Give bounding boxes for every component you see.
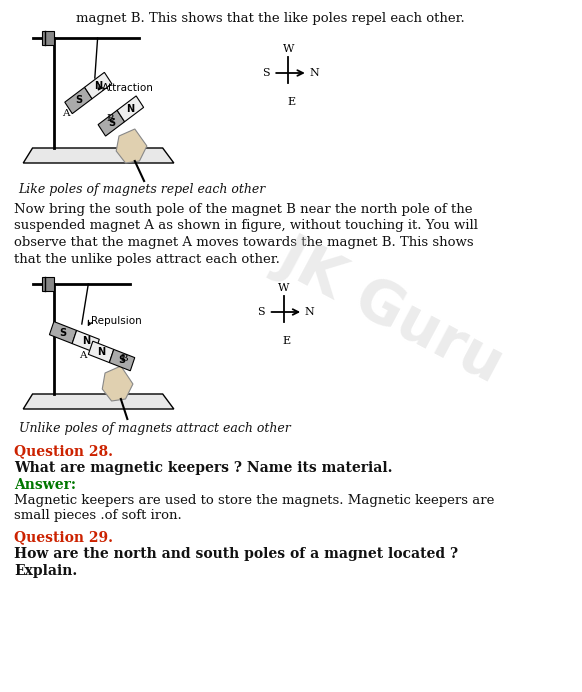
Text: Now bring the south pole of the magnet B near the north pole of the: Now bring the south pole of the magnet B… bbox=[14, 203, 473, 216]
Text: B: B bbox=[121, 354, 129, 363]
Text: Unlike poles of magnets attract each other: Unlike poles of magnets attract each oth… bbox=[19, 422, 290, 435]
Text: Question 29.: Question 29. bbox=[14, 530, 113, 544]
Text: observe that the magnet A moves towards the magnet B. This shows: observe that the magnet A moves towards … bbox=[14, 236, 474, 249]
Polygon shape bbox=[102, 366, 133, 401]
Text: W: W bbox=[278, 283, 289, 293]
Polygon shape bbox=[23, 148, 174, 163]
Text: suspended magnet A as shown in figure, without touching it. You will: suspended magnet A as shown in figure, w… bbox=[14, 219, 478, 233]
Bar bbox=[42, 277, 54, 291]
Text: S: S bbox=[257, 307, 265, 317]
Text: N: N bbox=[310, 68, 320, 78]
Text: W: W bbox=[282, 44, 294, 54]
Text: N: N bbox=[305, 307, 315, 317]
Text: S: S bbox=[262, 68, 270, 78]
Text: S: S bbox=[59, 327, 66, 338]
Text: S: S bbox=[75, 95, 82, 105]
Text: S: S bbox=[119, 355, 126, 365]
Text: N: N bbox=[94, 80, 102, 91]
Polygon shape bbox=[88, 341, 114, 363]
Polygon shape bbox=[98, 110, 125, 136]
Bar bbox=[42, 31, 54, 45]
Text: Repulsion: Repulsion bbox=[91, 316, 142, 326]
Text: Explain.: Explain. bbox=[14, 564, 77, 578]
Text: JK Guru: JK Guru bbox=[268, 227, 513, 393]
Text: B: B bbox=[107, 114, 115, 123]
Text: A: A bbox=[62, 109, 70, 118]
Text: Attraction: Attraction bbox=[102, 83, 154, 93]
Text: magnet B. This shows that the like poles repel each other.: magnet B. This shows that the like poles… bbox=[76, 12, 465, 25]
Polygon shape bbox=[84, 73, 112, 99]
Text: E: E bbox=[287, 97, 295, 107]
Text: E: E bbox=[282, 336, 290, 346]
Polygon shape bbox=[72, 330, 100, 352]
Text: Like poles of magnets repel each other: Like poles of magnets repel each other bbox=[19, 183, 266, 196]
Text: Question 28.: Question 28. bbox=[14, 444, 113, 458]
Polygon shape bbox=[23, 394, 174, 409]
Text: N: N bbox=[81, 336, 90, 347]
Polygon shape bbox=[65, 87, 92, 113]
Polygon shape bbox=[117, 96, 144, 122]
Text: N: N bbox=[97, 347, 105, 357]
Text: small pieces .of soft iron.: small pieces .of soft iron. bbox=[14, 509, 182, 522]
Text: What are magnetic keepers ? Name its material.: What are magnetic keepers ? Name its mat… bbox=[14, 461, 392, 475]
Text: Magnetic keepers are used to store the magnets. Magnetic keepers are: Magnetic keepers are used to store the m… bbox=[14, 494, 494, 507]
Polygon shape bbox=[109, 349, 135, 371]
Text: that the unlike poles attract each other.: that the unlike poles attract each other… bbox=[14, 253, 280, 266]
Polygon shape bbox=[49, 322, 77, 343]
Polygon shape bbox=[116, 129, 147, 163]
Text: How are the north and south poles of a magnet located ?: How are the north and south poles of a m… bbox=[14, 547, 458, 561]
Text: N: N bbox=[126, 104, 134, 113]
Text: S: S bbox=[108, 118, 115, 128]
Text: Answer:: Answer: bbox=[14, 478, 76, 492]
Text: A: A bbox=[79, 351, 87, 360]
